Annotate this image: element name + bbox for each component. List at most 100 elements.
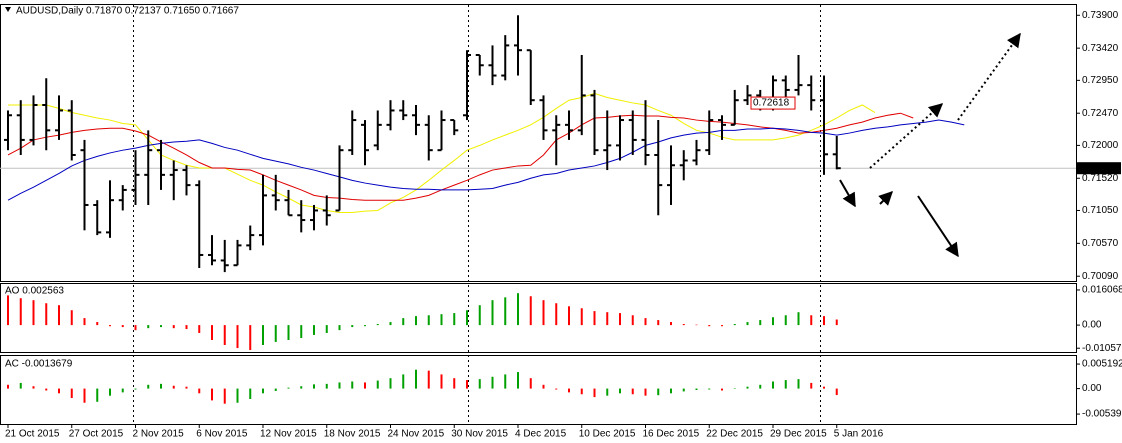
histogram-bar [211,388,213,401]
histogram-bar [453,313,456,326]
drawn-arrows [839,32,1021,258]
histogram-bar [606,312,609,326]
ac-title: AC -0.0013679 [5,359,73,370]
y-tick-label: 0.73420 [1082,43,1119,54]
histogram-bar [491,376,494,389]
histogram-bar [389,322,392,326]
histogram-bar [338,325,341,331]
histogram-bar [721,325,723,327]
histogram-bar [211,325,213,340]
ao-title: AO 0.002563 [5,286,64,297]
histogram-bar [631,315,634,326]
histogram-bar [19,298,22,326]
histogram-bar [733,324,736,326]
y-tick-label: -0.005397 [1082,409,1122,420]
histogram-bar [160,325,162,328]
histogram-bar [593,311,596,326]
histogram-bar [70,310,73,326]
x-tick-label: 2 Nov 2015 [133,429,185,440]
histogram-bar [121,388,124,393]
histogram-bar [172,325,175,329]
histogram-bar [466,310,468,326]
ao-panel-frame [0,283,1077,353]
histogram-bar [478,305,481,326]
histogram-bar [185,325,188,330]
histogram-bar [274,388,277,391]
histogram-bar [121,325,124,328]
price-panel-frame [0,4,1077,282]
histogram-bar [759,384,762,389]
histogram-bar [376,380,379,389]
histogram-bar [797,379,800,389]
y-tick-label: 0.00 [1082,383,1102,394]
histogram-bar [504,374,507,389]
histogram-bar [810,382,813,389]
histogram-bar [682,324,685,326]
histogram-bar [568,388,570,393]
histogram-bar [389,378,392,389]
arrow [839,179,856,208]
histogram-bar [772,381,774,389]
y-tick-label: 0.71050 [1082,205,1119,216]
histogram-bar [96,388,99,402]
histogram-bar [262,388,264,394]
histogram-bar [733,388,736,389]
y-tick-label: 0.72000 [1082,140,1119,151]
y-tick-label: 0.005192 [1082,359,1122,370]
histogram-bar [555,388,558,390]
histogram-bar [746,322,749,326]
ac-panel-frame [0,355,1077,425]
histogram-bar [300,386,303,389]
histogram-bar [542,384,545,389]
x-tick-label: 12 Nov 2015 [260,429,317,440]
histogram-bar [529,296,532,326]
histogram-bar [708,325,711,327]
histogram-bar [313,325,315,335]
histogram-bar [134,388,137,390]
y-tick-label: 0.73900 [1082,10,1119,21]
histogram-bar [96,322,99,326]
histogram-bar [593,388,596,398]
y-tick-label: 0.72470 [1082,108,1119,119]
histogram-bar [32,300,35,326]
x-tick-label: 4 Dec 2015 [515,429,567,440]
histogram-bar [249,325,252,351]
histogram-bar [7,384,9,389]
histogram-bar [440,374,443,389]
x-tick-label: 10 Dec 2015 [579,429,636,440]
histogram-bar [440,314,443,326]
histogram-bar [160,383,162,389]
price-label-box [750,96,796,110]
histogram-bar [58,388,60,394]
histogram-bar [580,308,583,326]
histogram-bar [198,388,201,394]
histogram-bar [415,316,417,326]
histogram-bar [695,388,698,390]
histogram-bar [223,325,226,346]
histogram-bar [351,325,354,328]
histogram-bar [453,378,456,389]
y-tick-label: 0.00 [1082,320,1102,331]
histogram-bar [325,325,328,333]
histogram-bar [83,318,86,326]
histogram-bar [695,324,698,326]
ma-line [7,112,914,201]
histogram-bar [644,388,647,396]
histogram-bar [746,386,749,389]
x-tick-label: 16 Dec 2015 [643,429,700,440]
menu-triangle [5,7,11,12]
histogram-bar [223,388,226,404]
histogram-bar [83,388,86,403]
histogram-bar [810,315,813,326]
histogram-bar [249,388,252,399]
histogram-bar [823,316,825,326]
dotted-arrow [869,103,944,169]
histogram-bar [491,300,494,326]
histogram-bar [568,306,570,326]
histogram-bar [823,386,825,389]
histogram-bar [427,315,430,326]
histogram-bar [555,303,558,326]
histogram-bar [198,325,201,333]
